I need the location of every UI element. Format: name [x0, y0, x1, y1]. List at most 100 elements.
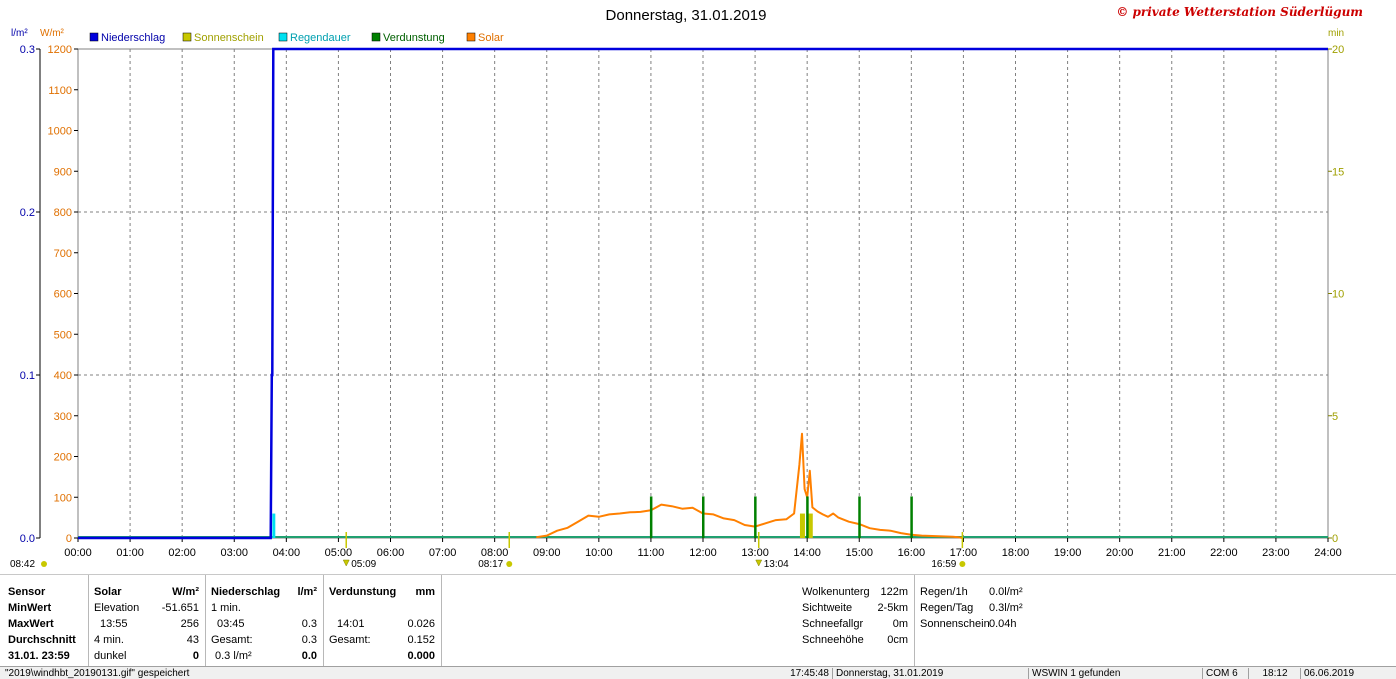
series-layer — [78, 47, 1328, 540]
evaporation-bar — [702, 496, 705, 538]
sun-dot — [41, 561, 47, 567]
time-tick-label: 00:00 — [64, 547, 92, 559]
solar-tick-label: 300 — [54, 411, 72, 423]
solar-label: 13:55 — [100, 618, 128, 630]
solar-tick-label: 1100 — [48, 85, 72, 97]
evap-value: 0.026 — [407, 618, 435, 630]
status-clock: 18:12 — [1248, 668, 1298, 679]
solar-unit: W/m² — [172, 586, 199, 598]
evap-label: 14:01 — [337, 618, 365, 630]
rain-label: Regen/1h — [920, 586, 968, 598]
weather-value: 122m — [880, 586, 908, 598]
precip-header: Niederschlag — [211, 586, 281, 598]
legend-swatch — [89, 32, 99, 42]
time-tick-label: 06:00 — [377, 547, 405, 559]
time-tick-label: 19:00 — [1054, 547, 1082, 559]
annotations: 08:42 05:09 08:17 13:04 16:59 — [10, 532, 966, 570]
status-today: 06.06.2019 — [1300, 668, 1394, 679]
precip-label: 0.3 l/m² — [215, 650, 252, 662]
weather-value: 0m — [892, 618, 908, 630]
legend-swatch — [182, 32, 192, 42]
chart-title: Donnerstag, 31.01.2019 — [606, 7, 767, 24]
stats-weather: Wolkenunterg 122m Sichtweite 2-5km Schne… — [798, 575, 915, 667]
sensor-header: Sensor — [8, 586, 46, 598]
precip-value: 0.0 — [301, 650, 317, 662]
rain-duration-bar — [272, 513, 276, 538]
minutes-tick-label: 20 — [1332, 44, 1344, 56]
minutes-tick-label: 5 — [1332, 411, 1338, 423]
sunshine-bar — [799, 513, 805, 538]
rain-value: 0.04h — [989, 618, 1017, 630]
evaporation-bar — [910, 496, 913, 538]
weather-label: Schneehöhe — [802, 634, 864, 646]
solar-tick-label: 400 — [54, 370, 72, 382]
minutes-tick-label: 10 — [1332, 289, 1344, 301]
time-tick-label: 20:00 — [1106, 547, 1134, 559]
solar-tick-label: 800 — [54, 207, 72, 219]
time-tick-label: 12:00 — [689, 547, 717, 559]
time-tick-label: 10:00 — [585, 547, 613, 559]
sunrise-label: 08:42 — [10, 559, 35, 570]
stats-sensor: Sensor MinWert MaxWert Durchschnitt 31.0… — [0, 575, 89, 667]
solar-tick-label: 0 — [66, 533, 72, 545]
legend-label: Regendauer — [290, 32, 351, 44]
solar-tick-label: 1200 — [48, 44, 72, 56]
marker-triangle — [755, 559, 763, 567]
solar-tick-label: 900 — [54, 166, 72, 178]
solar-value: 256 — [180, 618, 199, 630]
time-tick-label: 02:00 — [168, 547, 196, 559]
status-bar: "2019\windhbt_20190131.gif" gespeichert … — [0, 666, 1396, 679]
time-tick-label: 18:00 — [1002, 547, 1030, 559]
time-tick-label: 03:00 — [220, 547, 248, 559]
precip-tick-label: 0.1 — [20, 370, 35, 382]
time-tick-label: 16:00 — [898, 547, 926, 559]
legend-label: Niederschlag — [101, 32, 165, 44]
solar-header: Solar — [94, 586, 122, 598]
sunshine-bar — [807, 513, 813, 538]
time-tick-label: 14:00 — [793, 547, 821, 559]
time-tick-label: 11:00 — [638, 547, 665, 559]
time-tick-label: 01:00 — [116, 547, 144, 559]
legend-label: Solar — [478, 32, 504, 44]
plot-area — [77, 48, 1329, 539]
legend-swatch — [278, 32, 288, 42]
weather-chart: Donnerstag, 31.01.2019 © private Wetters… — [10, 5, 1363, 570]
solar-tick-label: 700 — [54, 248, 72, 260]
precip-label: 1 min. — [211, 602, 241, 614]
status-date: Donnerstag, 31.01.2019 — [832, 668, 1026, 679]
status-file: "2019\windhbt_20190131.gif" gespeichert — [5, 668, 190, 679]
event-time-label: 16:59 — [931, 559, 956, 570]
status-device: WSWIN 1 gefunden — [1028, 668, 1200, 679]
legend-swatch — [371, 32, 381, 42]
unit-solar: W/m² — [40, 28, 65, 39]
precip-tick-label: 0.3 — [20, 44, 35, 56]
precip-tick-label: 0.2 — [20, 207, 35, 219]
row-label-current: 31.01. 23:59 — [8, 650, 70, 662]
solar-label: dunkel — [94, 650, 127, 662]
solar-value: 0 — [192, 650, 199, 662]
precipitation-line — [78, 47, 1328, 540]
stats-solar: Solar W/m² Elevation -51.651 13:55 256 4… — [88, 575, 206, 667]
evaporation-bar — [858, 496, 861, 538]
weather-label: Wolkenunterg — [802, 586, 870, 598]
solar-value: -51.651 — [161, 602, 199, 614]
rain-label: Sonnenschein — [920, 618, 990, 630]
time-tick-label: 13:00 — [741, 547, 769, 559]
legend-swatch — [466, 32, 476, 42]
solar-label: 4 min. — [94, 634, 124, 646]
time-tick-label: 09:00 — [533, 547, 561, 559]
row-label-min: MinWert — [8, 602, 52, 614]
legend-label: Verdunstung — [383, 32, 445, 44]
marker-triangle — [342, 559, 350, 567]
evap-value: 0.152 — [407, 634, 435, 646]
time-tick-label: 08:00 — [481, 547, 509, 559]
solar-tick-label: 600 — [54, 289, 72, 301]
evap-unit: mm — [415, 586, 435, 598]
time-tick-label: 21:00 — [1158, 547, 1186, 559]
grid-lines — [78, 49, 1328, 538]
evap-value: 0.000 — [407, 650, 435, 662]
evaporation-bar — [806, 496, 809, 538]
solar-tick-label: 1000 — [48, 126, 72, 138]
evaporation-bar — [649, 496, 653, 538]
rain-label: Regen/Tag — [920, 602, 974, 614]
